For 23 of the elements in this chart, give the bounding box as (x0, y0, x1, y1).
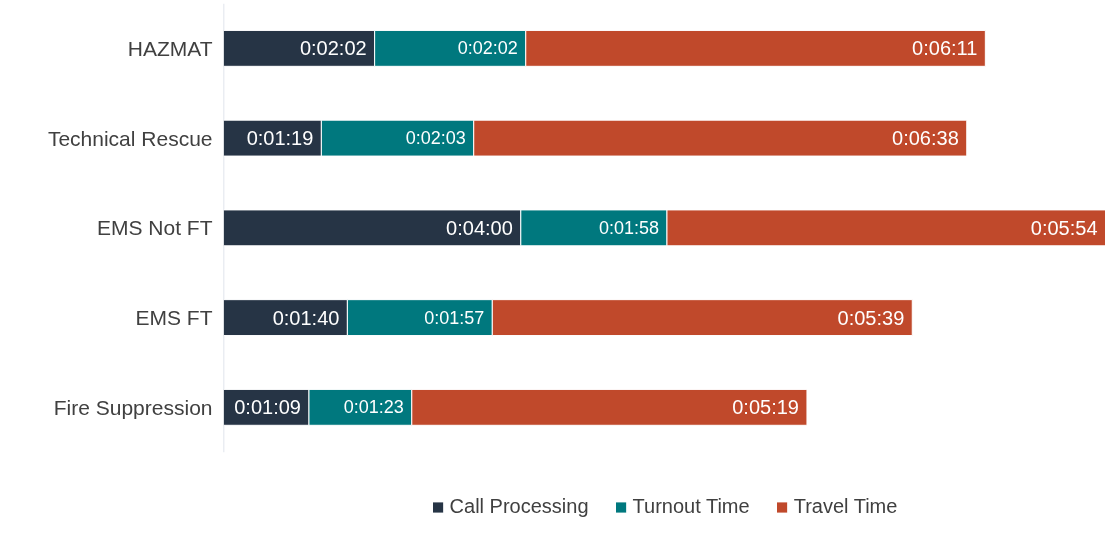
data-label: 0:01:19 (246, 127, 314, 150)
data-label: 0:01:23 (343, 397, 404, 418)
legend-label: Turnout Time (632, 495, 750, 518)
y-tick-label: EMS FT (135, 306, 213, 330)
data-label: 0:02:03 (405, 128, 466, 149)
data-label: 0:01:40 (272, 306, 340, 329)
data-label: 0:02:02 (299, 37, 367, 60)
data-label: 0:06:38 (892, 127, 959, 150)
data-label: 0:05:54 (1030, 216, 1098, 239)
data-label: 0:01:57 (424, 307, 485, 328)
y-tick-label: HAZMAT (127, 36, 213, 60)
y-tick-label: Fire Suppression (53, 395, 213, 419)
legend-label: Call Processing (449, 495, 589, 518)
y-tick-label: EMS Not FT (96, 216, 213, 240)
legend-label: Travel Time (793, 495, 898, 518)
data-label: 0:05:19 (732, 396, 799, 419)
data-label: 0:04:00 (446, 216, 513, 239)
data-label: 0:06:11 (912, 37, 978, 60)
data-label: 0:01:58 (598, 217, 659, 238)
data-label: 0:02:02 (457, 38, 518, 59)
data-label: 0:05:39 (837, 306, 905, 329)
data-label: 0:01:09 (234, 396, 301, 419)
y-tick-label: Technical Rescue (47, 126, 213, 150)
